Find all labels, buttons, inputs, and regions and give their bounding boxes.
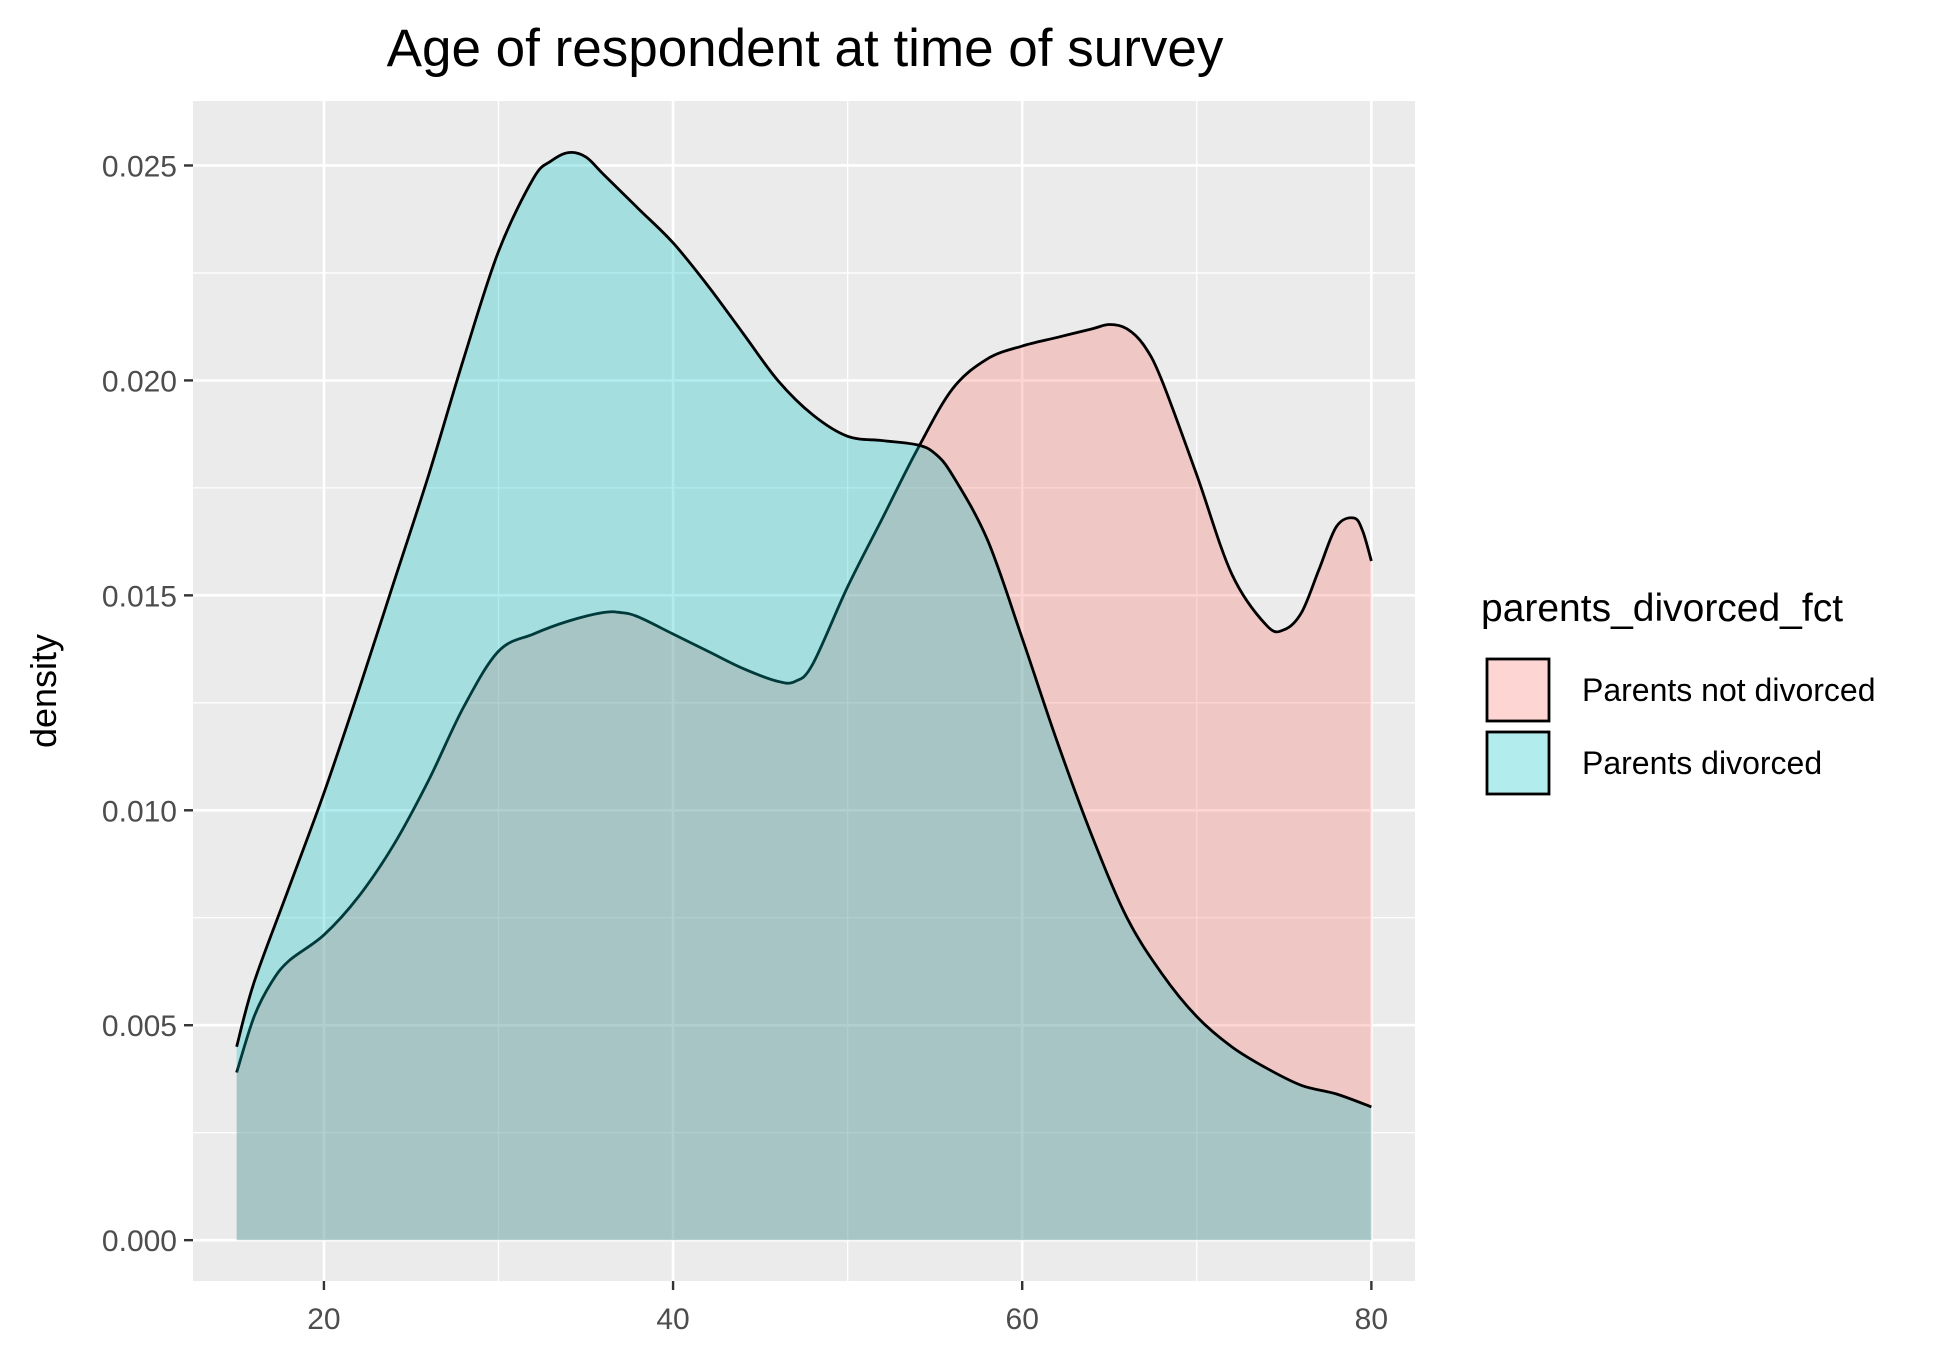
legend-label: Parents divorced — [1582, 745, 1822, 781]
legend-key-bg — [1483, 728, 1551, 796]
x-tick-label: 60 — [1006, 1303, 1039, 1336]
density-area-parents-not-divorced — [236, 324, 1372, 1241]
y-tick-label: 0.010 — [102, 795, 177, 828]
density-line-parents-divorced — [235, 151, 1372, 1109]
axes: 20 40 60 80 0.000 0.005 0.010 0.015 0.020 0.025 — [102, 150, 1388, 1336]
legend: parents_divorced_fct Parents not divorce… — [1481, 587, 1876, 796]
legend-swatch — [1485, 730, 1551, 796]
y-axis-title: density — [23, 634, 64, 748]
legend-swatch — [1485, 657, 1551, 723]
y-tick-label: 0.025 — [102, 150, 177, 183]
y-tick-label: 0.015 — [102, 580, 177, 613]
density-area-parents-divorced — [236, 152, 1372, 1241]
x-tick-label: 20 — [307, 1303, 340, 1336]
x-tick-label: 80 — [1355, 1303, 1388, 1336]
legend-items: Parents not divorced Parents divorced — [1483, 655, 1876, 796]
density-line-parents-not-divorced — [235, 323, 1373, 1073]
plot-panel — [193, 101, 1415, 1281]
legend-key-bg — [1483, 655, 1551, 723]
legend-title: parents_divorced_fct — [1481, 587, 1843, 630]
y-tick-label: 0.000 — [102, 1225, 177, 1258]
grid-lines — [193, 101, 1415, 1281]
density-areas — [235, 151, 1373, 1241]
x-tick-label: 40 — [656, 1303, 689, 1336]
legend-label: Parents not divorced — [1582, 672, 1876, 708]
y-tick-label: 0.020 — [102, 365, 177, 398]
chart-title: Age of respondent at time of survey — [387, 19, 1224, 78]
y-tick-label: 0.005 — [102, 1010, 177, 1043]
